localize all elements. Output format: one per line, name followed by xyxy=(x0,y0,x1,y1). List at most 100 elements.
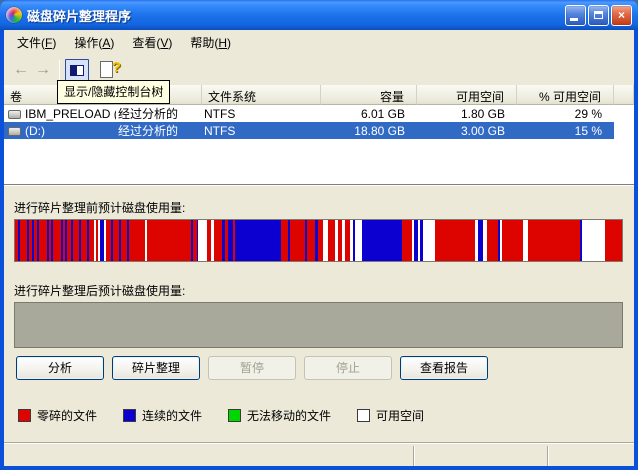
usage-stripe xyxy=(18,220,20,261)
usage-stripe xyxy=(420,220,423,261)
maximize-button[interactable] xyxy=(588,4,609,26)
cell: NTFS xyxy=(204,106,236,121)
usage-stripe xyxy=(423,220,435,261)
show-hide-console-tree-button[interactable] xyxy=(65,59,89,81)
column-header[interactable]: 容量 xyxy=(321,85,417,105)
usage-stripe xyxy=(73,220,79,261)
usage-stripe xyxy=(89,220,94,261)
menu-help[interactable]: 帮助(H) xyxy=(190,36,232,50)
before-usage-label: 进行碎片整理前预计磁盘使用量: xyxy=(14,201,186,215)
legend-item-unmovable: 无法移动的文件 xyxy=(228,407,331,424)
usage-stripe xyxy=(498,220,500,261)
after-usage-bar xyxy=(14,302,623,348)
action-buttons: 分析 碎片整理 暂停 停止 查看报告 xyxy=(16,356,488,380)
usage-stripe xyxy=(32,220,34,261)
usage-stripe xyxy=(305,220,307,261)
usage-stripe xyxy=(502,220,523,261)
usage-stripe xyxy=(193,220,197,261)
cell: 18.80 GB xyxy=(354,123,405,138)
usage-stripe xyxy=(147,220,191,261)
usage-stripe xyxy=(104,220,106,261)
usage-stripe xyxy=(214,220,222,261)
usage-stripe xyxy=(418,220,420,261)
cell: 1.80 GB xyxy=(460,106,505,121)
volume-row[interactable]: (D:) 经过分析的 NTFS 18.80 GB 3.00 GB 15 % xyxy=(4,122,614,139)
usage-stripe xyxy=(402,220,412,261)
usage-stripe xyxy=(198,220,207,261)
usage-stripe xyxy=(355,220,362,261)
before-usage-bar xyxy=(14,219,623,262)
usage-stripe xyxy=(51,220,53,261)
menu-action[interactable]: 操作(A) xyxy=(74,36,115,50)
menu-view[interactable]: 查看(V) xyxy=(132,36,173,50)
usage-stripe xyxy=(307,220,315,261)
usage-stripe xyxy=(528,220,580,261)
status-panel-3 xyxy=(547,446,634,466)
usage-stripe xyxy=(362,220,402,261)
usage-stripe xyxy=(335,220,338,261)
help-topics-button[interactable]: ? xyxy=(97,59,121,81)
cell: IBM_PRELOAD (C:) xyxy=(4,107,116,121)
volume-row[interactable]: IBM_PRELOAD (C:)经过分析的 NTFS 6.01 GB 1.80 GB 2… xyxy=(4,105,614,122)
back-arrow-icon[interactable]: ← xyxy=(13,61,29,78)
usage-stripe xyxy=(281,220,288,261)
usage-stripe xyxy=(523,220,528,261)
usage-stripe xyxy=(342,220,345,261)
volume-list-body: IBM_PRELOAD (C:)经过分析的 NTFS 6.01 GB 1.80 GB 2… xyxy=(4,105,634,139)
contiguous-swatch-icon xyxy=(123,409,137,422)
analyze-button[interactable]: 分析 xyxy=(16,356,104,380)
forward-arrow-icon[interactable]: → xyxy=(35,61,51,78)
cell: 经过分析的 xyxy=(118,107,179,121)
view-report-button[interactable]: 查看报告 xyxy=(400,356,488,380)
column-header[interactable]: % 可用空间 xyxy=(517,85,614,105)
usage-stripe xyxy=(39,220,47,261)
cell: 3.00 GB xyxy=(460,123,505,138)
usage-stripe xyxy=(106,220,111,261)
usage-stripe xyxy=(435,220,475,261)
usage-stripe xyxy=(414,220,418,261)
cell: 经过分析的 xyxy=(118,124,179,138)
console-tree-icon xyxy=(70,64,84,76)
cell: 6.01 GB xyxy=(360,106,405,121)
usage-stripe xyxy=(328,220,335,261)
usage-stripe xyxy=(475,220,478,261)
cell: (D:) xyxy=(4,124,116,138)
minimize-button[interactable] xyxy=(565,4,586,26)
usage-stripe xyxy=(29,220,32,261)
column-header[interactable]: 文件系统 xyxy=(202,85,321,105)
usage-stripe xyxy=(233,220,235,261)
app-icon xyxy=(6,7,22,23)
status-panel-1 xyxy=(4,446,413,466)
usage-stripe xyxy=(94,220,96,261)
usage-stripe xyxy=(113,220,119,261)
usage-stripe xyxy=(222,220,225,261)
legend-item-free: 可用空间 xyxy=(357,407,424,424)
usage-stripe xyxy=(345,220,350,261)
usage-stripe xyxy=(318,220,323,261)
title-bar[interactable]: 磁盘碎片整理程序 × xyxy=(0,0,638,30)
defragment-button[interactable]: 碎片整理 xyxy=(112,356,200,380)
cell: 29 % xyxy=(574,106,602,121)
usage-stripe xyxy=(63,220,65,261)
usage-stripe xyxy=(47,220,49,261)
menu-file[interactable]: 文件(F) xyxy=(17,36,57,50)
usage-stripe xyxy=(323,220,328,261)
usage-stripe xyxy=(338,220,342,261)
usage-stripe xyxy=(71,220,73,261)
column-header[interactable]: 可用空间 xyxy=(417,85,517,105)
maximize-icon xyxy=(594,11,603,19)
usage-stripe xyxy=(87,220,89,261)
splitter xyxy=(4,184,634,186)
usage-stripe xyxy=(580,220,582,261)
pause-button: 暂停 xyxy=(208,356,296,380)
unmovable-swatch-icon xyxy=(228,409,242,422)
usage-stripe xyxy=(100,220,104,261)
usage-stripe xyxy=(145,220,147,261)
usage-stripe xyxy=(483,220,487,261)
close-button[interactable]: × xyxy=(611,4,632,26)
cell: 15 % xyxy=(574,123,602,138)
usage-stripe xyxy=(79,220,81,261)
usage-stripe xyxy=(65,220,67,261)
usage-stripe xyxy=(81,220,87,261)
usage-stripe xyxy=(235,220,281,261)
